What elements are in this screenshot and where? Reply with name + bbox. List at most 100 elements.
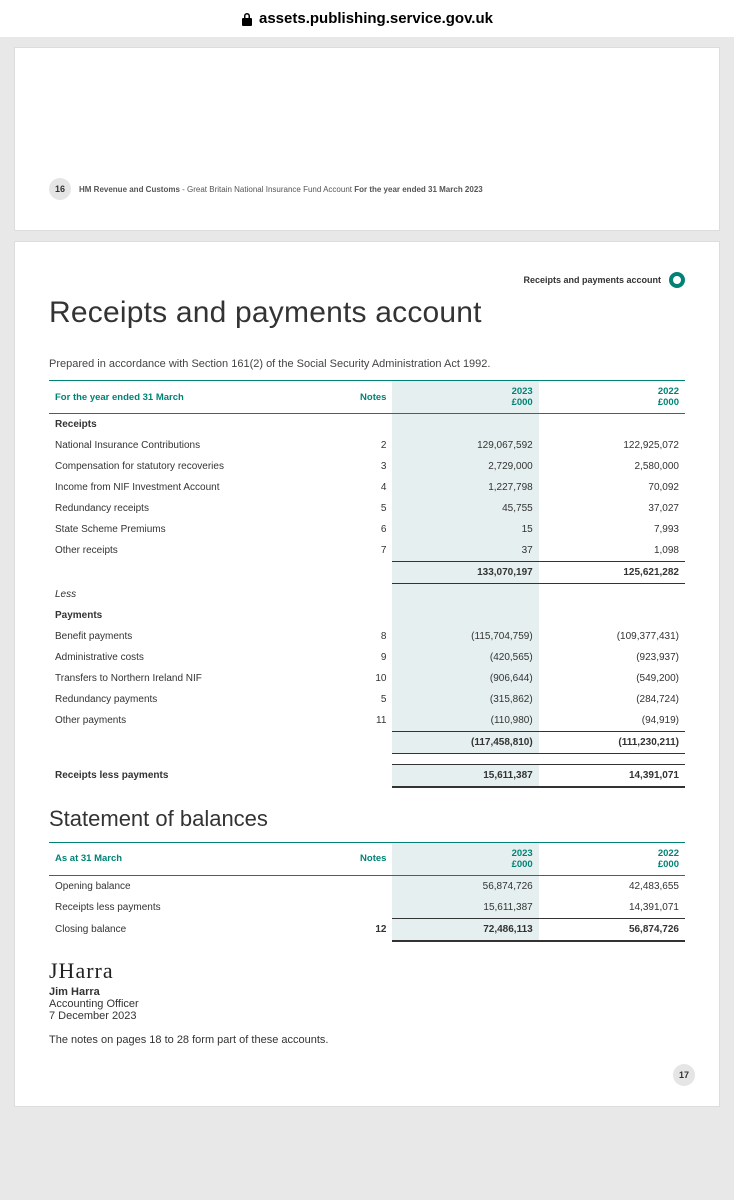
row-label: State Scheme Premiums (49, 519, 342, 540)
row-2022 (539, 605, 685, 626)
col-2023: 2023£000 (392, 381, 538, 414)
row-2023 (392, 414, 538, 436)
balances-subtitle: Statement of balances (49, 806, 685, 832)
row-2023: 72,486,113 (392, 918, 538, 941)
row-label (49, 562, 342, 584)
row-note (342, 584, 393, 605)
page-number-17: 17 (673, 1064, 695, 1086)
row-2022: (111,230,211) (539, 731, 685, 753)
section-ring-icon (669, 272, 685, 288)
col-notes-2: Notes (342, 842, 393, 875)
row-note (342, 875, 393, 897)
row-2022 (539, 584, 685, 605)
row-label: Opening balance (49, 875, 342, 897)
row-2023: (110,980) (392, 710, 538, 732)
row-2023: (420,565) (392, 647, 538, 668)
row-2023 (392, 605, 538, 626)
row-note: 12 (342, 918, 393, 941)
row-2022: 14,391,071 (539, 897, 685, 919)
browser-url-bar: assets.publishing.service.gov.uk (0, 0, 734, 37)
row-note: 6 (342, 519, 393, 540)
row-label: National Insurance Contributions (49, 435, 342, 456)
signature-block: JHarra Jim Harra Accounting Officer 7 De… (49, 958, 685, 1022)
row-note (342, 764, 393, 787)
notes-reference: The notes on pages 18 to 28 form part of… (49, 1034, 685, 1046)
signatory-title: Accounting Officer (49, 998, 685, 1010)
document-page-17: Receipts and payments account Receipts a… (14, 241, 720, 1107)
row-label: Other receipts (49, 540, 342, 562)
row-2023: 45,755 (392, 498, 538, 519)
row-2022: 1,098 (539, 540, 685, 562)
page-16-header: 16 HM Revenue and Customs - Great Britai… (49, 178, 685, 200)
row-label: Income from NIF Investment Account (49, 477, 342, 498)
section-label: Receipts and payments account (49, 272, 685, 288)
row-note: 10 (342, 668, 393, 689)
row-2022: (923,937) (539, 647, 685, 668)
intro-text: Prepared in accordance with Section 161(… (49, 358, 685, 370)
row-2023: 15,611,387 (392, 897, 538, 919)
row-note: 11 (342, 710, 393, 732)
row-2023: (115,704,759) (392, 626, 538, 647)
row-2023 (392, 584, 538, 605)
page-number-16: 16 (49, 178, 71, 200)
section-label-text: Receipts and payments account (523, 275, 661, 285)
row-2022 (539, 414, 685, 436)
row-label: Receipts less payments (49, 764, 342, 787)
row-2023: 15,611,387 (392, 764, 538, 787)
row-2022: 42,483,655 (539, 875, 685, 897)
col-period-2: As at 31 March (49, 842, 342, 875)
row-2022: 70,092 (539, 477, 685, 498)
row-note (342, 414, 393, 436)
col-2022: 2022£000 (539, 381, 685, 414)
row-note: 2 (342, 435, 393, 456)
row-note: 4 (342, 477, 393, 498)
header-period: For the year ended 31 March 2023 (354, 185, 483, 194)
col-2023-2: 2023£000 (392, 842, 538, 875)
row-2022: 122,925,072 (539, 435, 685, 456)
row-note (342, 562, 393, 584)
row-2022: (109,377,431) (539, 626, 685, 647)
row-label: Benefit payments (49, 626, 342, 647)
browser-url: assets.publishing.service.gov.uk (259, 10, 493, 27)
row-note: 9 (342, 647, 393, 668)
row-label: Redundancy receipts (49, 498, 342, 519)
row-label: Receipts (49, 414, 342, 436)
row-2023: 15 (392, 519, 538, 540)
row-2022: 2,580,000 (539, 456, 685, 477)
row-2023: (906,644) (392, 668, 538, 689)
row-label: Other payments (49, 710, 342, 732)
header-doc: - Great Britain National Insurance Fund … (180, 185, 354, 194)
row-2022: (549,200) (539, 668, 685, 689)
row-2022: (284,724) (539, 689, 685, 710)
document-page-16: 16 HM Revenue and Customs - Great Britai… (14, 47, 720, 231)
balances-table: As at 31 March Notes 2023£000 2022£000 O… (49, 842, 685, 942)
col-2022-2: 2022£000 (539, 842, 685, 875)
row-2022: (94,919) (539, 710, 685, 732)
col-notes: Notes (342, 381, 393, 414)
row-note (342, 731, 393, 753)
row-label: Administrative costs (49, 647, 342, 668)
row-note: 7 (342, 540, 393, 562)
row-note: 3 (342, 456, 393, 477)
row-label: Redundancy payments (49, 689, 342, 710)
row-2022: 37,027 (539, 498, 685, 519)
row-2023: 1,227,798 (392, 477, 538, 498)
row-label: Payments (49, 605, 342, 626)
page-title: Receipts and payments account (49, 296, 685, 330)
row-label: Less (49, 584, 342, 605)
signature-date: 7 December 2023 (49, 1010, 685, 1022)
row-note (342, 605, 393, 626)
row-note: 5 (342, 498, 393, 519)
row-2023: 2,729,000 (392, 456, 538, 477)
signature-image: JHarra (49, 958, 685, 984)
row-2022: 14,391,071 (539, 764, 685, 787)
row-label: Receipts less payments (49, 897, 342, 919)
row-note: 8 (342, 626, 393, 647)
header-org: HM Revenue and Customs (79, 185, 180, 194)
row-label: Compensation for statutory recoveries (49, 456, 342, 477)
lock-icon (241, 12, 253, 26)
row-2022: 7,993 (539, 519, 685, 540)
row-2023: 133,070,197 (392, 562, 538, 584)
row-2023: (315,862) (392, 689, 538, 710)
row-label: Transfers to Northern Ireland NIF (49, 668, 342, 689)
